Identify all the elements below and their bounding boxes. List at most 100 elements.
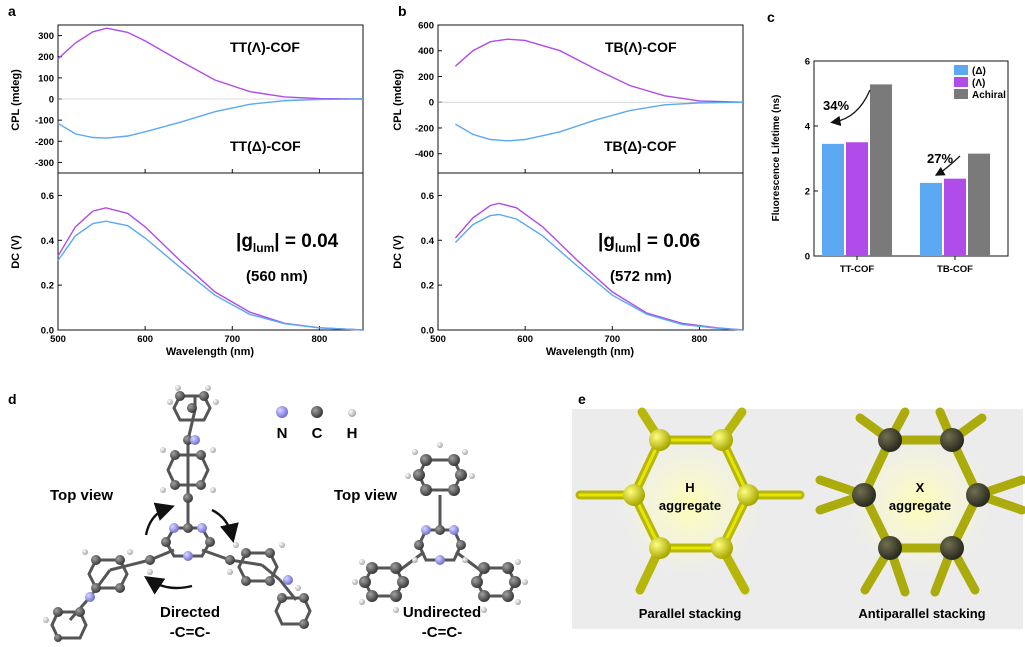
b-dc-ytick-label: 0.6	[421, 191, 434, 202]
panel-c-bar	[968, 153, 990, 256]
panel-b-wavelength: (572 nm)	[610, 268, 672, 285]
panel-a-wavelength: (560 nm)	[246, 268, 308, 285]
a-xtick-label: 800	[311, 334, 327, 345]
panel-a-dc-yticks: 0.6 0.4 0.2 0.0	[41, 191, 62, 337]
panel-b-dc-ylabel: DC (V)	[392, 235, 404, 269]
a-xtick-label: 700	[224, 334, 240, 345]
panel-d: N C H Top view Top view Directed -C=C- U…	[43, 385, 528, 642]
b-xtick-label: 700	[604, 334, 620, 345]
parallel-label-line2: aggregate	[659, 498, 721, 513]
top-view-right-label: Top view	[334, 487, 397, 504]
b-cpl-ytick-label: 0	[429, 98, 434, 109]
a-dc-ytick-label: 0.6	[41, 191, 54, 202]
top-view-left-label: Top view	[50, 487, 113, 504]
b-cpl-ytick-label: 600	[418, 21, 434, 32]
a-cpl-ytick-label: -200	[35, 137, 54, 148]
element-legend: N C H	[276, 406, 357, 442]
a-dc-ytick-label: 0.0	[41, 326, 54, 337]
panel-letter-c: c	[767, 9, 775, 25]
panel-b-xlabel: Wavelength (nm)	[546, 346, 635, 358]
b-dc-ytick-label: 0.2	[421, 281, 434, 292]
undirected-label-line1: Undirected	[403, 604, 481, 621]
a-dc-series-0	[57, 207, 364, 331]
a-cpl-ytick-label: 100	[38, 73, 54, 84]
panel-a-glum: |glum| = 0.04	[236, 231, 339, 255]
panel-b-cpl-frame	[437, 24, 744, 174]
panel-c-legend-label: (Δ)	[972, 66, 986, 77]
directed-label-line1: Directed	[160, 604, 220, 621]
panel-a-label-lambda: TT(Λ)-COF	[230, 39, 300, 55]
panel-c-bar	[822, 143, 844, 256]
undirected-molecule-atoms	[352, 442, 528, 613]
panel-b-dc-frame	[437, 172, 744, 331]
panel-a: 300 200 100 0 -100 -200 -300 0.6 0.4 0.2 0.0 500 6…	[10, 24, 364, 358]
panel-letter-b: b	[398, 3, 407, 19]
panel-c-xticks: TT-COF TB-COF	[840, 256, 973, 275]
element-label-h: H	[347, 425, 358, 442]
panel-b-dc-yticks: 0.6 0.4 0.2 0.0	[421, 191, 442, 337]
b-cpl-ytick-label: -400	[415, 149, 434, 160]
a-cpl-ytick-label: -100	[35, 116, 54, 127]
parallel-label-line1: H	[685, 480, 694, 495]
b-dc-series-0	[454, 202, 744, 331]
panel-e: H aggregate Parallel stacking	[572, 407, 1025, 629]
panel-b-cpl-lines	[438, 38, 744, 142]
directed-label-line2: -C=C-	[170, 624, 210, 641]
b-cpl-ytick-label: 400	[418, 46, 434, 57]
panel-letter-e: e	[578, 391, 586, 407]
panel-c-ytick-label: 6	[805, 57, 810, 68]
a-cpl-ytick-label: -300	[35, 158, 54, 169]
panel-c-ylabel: Fluorescence Lifetime (ns)	[771, 95, 782, 222]
antiparallel-stacking-model	[815, 407, 1025, 597]
panel-c-xtick-label: TT-COF	[840, 264, 874, 275]
panel-c-frame	[813, 60, 1009, 257]
panel-a-dc-lines	[57, 207, 364, 331]
panel-c-xtick-label: TB-COF	[937, 264, 973, 275]
panel-c-bar	[846, 142, 868, 256]
element-label-n: N	[277, 425, 288, 442]
panel-c-bar	[944, 178, 966, 256]
b-xtick-label: 600	[517, 334, 533, 345]
panel-c-pct-tb: 27%	[927, 151, 953, 166]
panel-a-cpl-lines	[57, 27, 364, 139]
panel-a-cpl-ylabel: CPL (mdeg)	[10, 69, 22, 131]
panel-b-label-delta: TB(Δ)-COF	[604, 138, 677, 154]
panel-c-arrow-tb	[934, 155, 961, 176]
undirected-label-line2: -C=C-	[422, 624, 462, 641]
a-xtick-label: 600	[137, 334, 153, 345]
b-dc-series-1	[454, 213, 744, 331]
parallel-stacking-model	[575, 407, 805, 595]
b-cpl-series-0	[454, 38, 744, 103]
panel-b-xticks: 500 600 700 800	[430, 169, 707, 345]
panel-c-legend-swatch	[954, 65, 968, 75]
parallel-caption: Parallel stacking	[639, 606, 742, 621]
a-dc-series-1	[57, 220, 364, 331]
rotation-arrows	[144, 502, 239, 595]
panel-a-xticks: 500 600 700 800	[50, 169, 327, 345]
panel-b-glum: |glum| = 0.06	[598, 231, 700, 255]
panel-b-dc-lines	[454, 202, 744, 331]
b-xtick-label: 800	[691, 334, 707, 345]
a-cpl-series-0	[57, 27, 364, 100]
panel-letter-a: a	[8, 3, 16, 19]
panel-c-bar	[920, 182, 942, 256]
panel-c-legend-swatch	[954, 77, 968, 87]
panel-c-legend-label: Achiral	[972, 90, 1006, 101]
panel-c-bars	[822, 84, 990, 257]
carbon-atom-icon	[311, 406, 323, 418]
panel-c-ytick-label: 4	[805, 122, 811, 133]
a-dc-ytick-label: 0.2	[41, 281, 54, 292]
a-cpl-ytick-label: 200	[38, 52, 54, 63]
a-cpl-series-1	[57, 98, 364, 139]
panel-c: 6 4 2 0 TT-COF TB-COF (Δ)(Λ)Achiral Fluoresc…	[771, 57, 1009, 275]
panel-c-yticks: 6 4 2 0	[805, 57, 818, 263]
panel-a-xlabel: Wavelength (nm)	[166, 346, 255, 358]
antiparallel-label-line2: aggregate	[889, 498, 951, 513]
panel-c-ytick-label: 0	[805, 252, 810, 263]
a-cpl-ytick-label: 300	[38, 31, 54, 42]
panel-c-pct-tt: 34%	[823, 98, 849, 113]
b-cpl-ytick-label: -200	[415, 123, 434, 134]
b-cpl-ytick-label: 200	[418, 72, 434, 83]
panel-a-label-delta: TT(Δ)-COF	[230, 138, 301, 154]
